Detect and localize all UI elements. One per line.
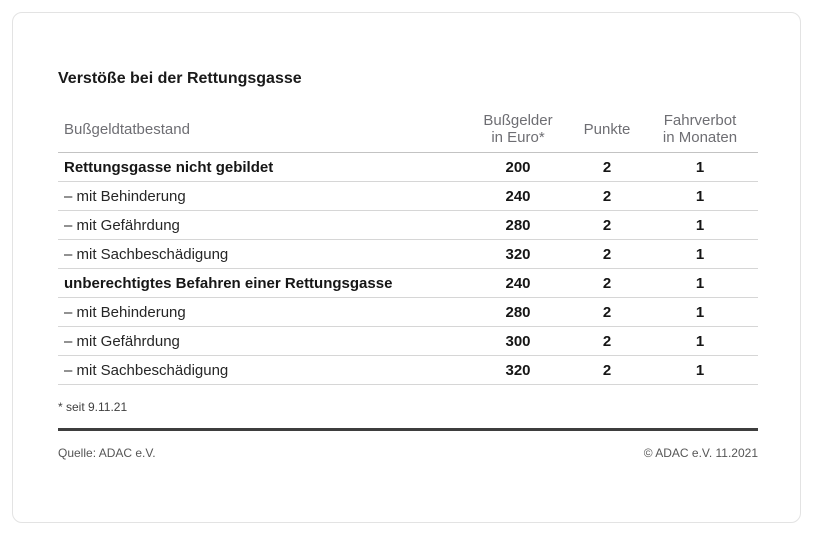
- row-ban: 1: [695, 332, 705, 350]
- footnote: * seit 9.11.21: [58, 400, 128, 414]
- column-header-ban: Fahrverbot in Monaten: [642, 112, 758, 146]
- row-points: 2: [602, 158, 612, 176]
- row-points: 2: [602, 216, 612, 234]
- table-row: – mit Sachbeschädigung 320 2 1: [58, 356, 758, 385]
- row-fine: 240: [505, 187, 531, 205]
- column-header-fine: Bußgelder in Euro*: [464, 112, 572, 146]
- row-ban: 1: [695, 361, 705, 379]
- row-label: – mit Behinderung: [64, 187, 186, 205]
- row-fine: 320: [505, 245, 531, 263]
- row-fine: 240: [505, 274, 531, 292]
- row-ban: 1: [695, 216, 705, 234]
- row-points: 2: [602, 274, 612, 292]
- page-title: Verstöße bei der Rettungsgasse: [58, 70, 302, 87]
- row-fine: 280: [505, 303, 531, 321]
- table-row: – mit Behinderung 280 2 1: [58, 298, 758, 327]
- table-row: – mit Gefährdung 300 2 1: [58, 327, 758, 356]
- table-body: Rettungsgasse nicht gebildet 200 2 1 – m…: [58, 153, 758, 385]
- row-label: – mit Behinderung: [64, 303, 186, 321]
- row-points: 2: [602, 187, 612, 205]
- table-row: – mit Behinderung 240 2 1: [58, 182, 758, 211]
- table-row: – mit Gefährdung 280 2 1: [58, 211, 758, 240]
- row-label: Rettungsgasse nicht gebildet: [64, 158, 274, 176]
- footer-divider: [58, 428, 758, 431]
- row-fine: 320: [505, 361, 531, 379]
- table-row: – mit Sachbeschädigung 320 2 1: [58, 240, 758, 269]
- column-header-tatbestand: Bußgeldtatbestand: [64, 120, 190, 138]
- footer-copyright: © ADAC e.V. 11.2021: [643, 446, 758, 460]
- row-points: 2: [602, 332, 612, 350]
- row-points: 2: [602, 245, 612, 263]
- row-label: – mit Gefährdung: [64, 332, 180, 350]
- row-ban: 1: [695, 245, 705, 263]
- infographic-card: Verstöße bei der Rettungsgasse Bußgeldta…: [12, 12, 801, 523]
- column-header-points: Punkte: [583, 120, 631, 138]
- table-header-row: Bußgeldtatbestand Bußgelder in Euro* Pun…: [58, 106, 758, 153]
- row-label: – mit Sachbeschädigung: [64, 361, 229, 379]
- row-fine: 200: [505, 158, 531, 176]
- column-header-fine-line1: Bußgelder: [483, 112, 553, 129]
- row-fine: 300: [505, 332, 531, 350]
- column-header-ban-line2: in Monaten: [662, 129, 738, 146]
- row-ban: 1: [695, 303, 705, 321]
- row-ban: 1: [695, 274, 705, 292]
- row-fine: 280: [505, 216, 531, 234]
- footer-source: Quelle: ADAC e.V.: [58, 446, 156, 460]
- row-points: 2: [602, 303, 612, 321]
- row-points: 2: [602, 361, 612, 379]
- footer: Quelle: ADAC e.V. © ADAC e.V. 11.2021: [58, 446, 758, 460]
- row-ban: 1: [695, 158, 705, 176]
- row-label: unberechtigtes Befahren einer Rettungsga…: [64, 274, 393, 292]
- row-ban: 1: [695, 187, 705, 205]
- table-row: Rettungsgasse nicht gebildet 200 2 1: [58, 153, 758, 182]
- row-label: – mit Sachbeschädigung: [64, 245, 229, 263]
- row-label: – mit Gefährdung: [64, 216, 180, 234]
- table-row: unberechtigtes Befahren einer Rettungsga…: [58, 269, 758, 298]
- column-header-fine-line2: in Euro*: [491, 129, 545, 146]
- column-header-ban-line1: Fahrverbot: [663, 112, 737, 129]
